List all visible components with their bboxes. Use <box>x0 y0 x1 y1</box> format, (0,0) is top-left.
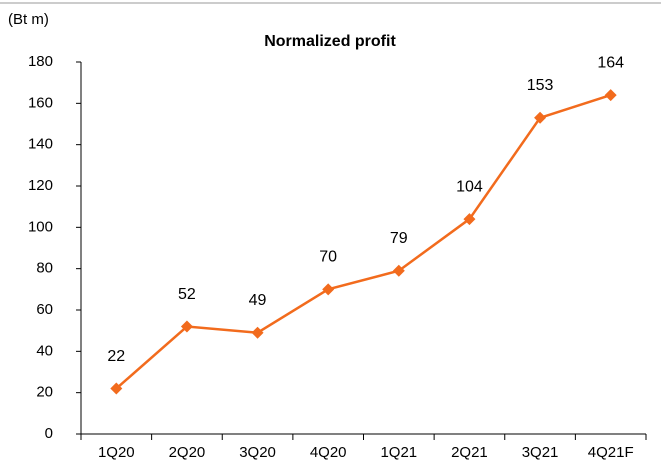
marker <box>180 320 193 333</box>
y-tick-label: 0 <box>45 425 53 442</box>
y-tick-label: 80 <box>36 260 53 277</box>
y-tick-label: 40 <box>36 342 53 359</box>
x-tick-label: 1Q20 <box>98 444 135 461</box>
x-tick-label: 4Q20 <box>310 444 347 461</box>
y-tick-label: 20 <box>36 384 53 401</box>
chart-title: Normalized profit <box>264 33 396 50</box>
x-tick-label: 3Q21 <box>522 444 559 461</box>
x-tick-label: 2Q20 <box>169 444 206 461</box>
marker <box>392 264 405 277</box>
data-label: 104 <box>456 178 483 195</box>
marker <box>463 213 476 226</box>
marker <box>251 326 264 339</box>
data-label: 153 <box>527 77 554 94</box>
data-label: 52 <box>178 286 196 303</box>
y-tick-label: 100 <box>28 218 53 235</box>
marker <box>110 382 123 395</box>
y-tick-label: 120 <box>28 177 53 194</box>
y-tick-label: 180 <box>28 53 53 70</box>
marker <box>322 283 335 296</box>
data-label: 22 <box>107 348 125 365</box>
unit-label: (Bt m) <box>8 11 49 28</box>
y-tick-label: 140 <box>28 136 53 153</box>
x-tick-label: 3Q20 <box>239 444 276 461</box>
x-tick-label: 4Q21F <box>588 444 634 461</box>
x-tick-label: 1Q21 <box>380 444 417 461</box>
marker <box>534 111 547 124</box>
x-tick-label: 2Q21 <box>451 444 488 461</box>
data-label: 164 <box>597 54 624 71</box>
data-label: 70 <box>319 249 337 266</box>
marker <box>604 89 617 102</box>
data-label: 49 <box>249 292 267 309</box>
line <box>115 93 612 390</box>
data-label: 79 <box>390 230 408 247</box>
y-tick-label: 60 <box>36 301 53 318</box>
y-tick-label: 160 <box>28 94 53 111</box>
